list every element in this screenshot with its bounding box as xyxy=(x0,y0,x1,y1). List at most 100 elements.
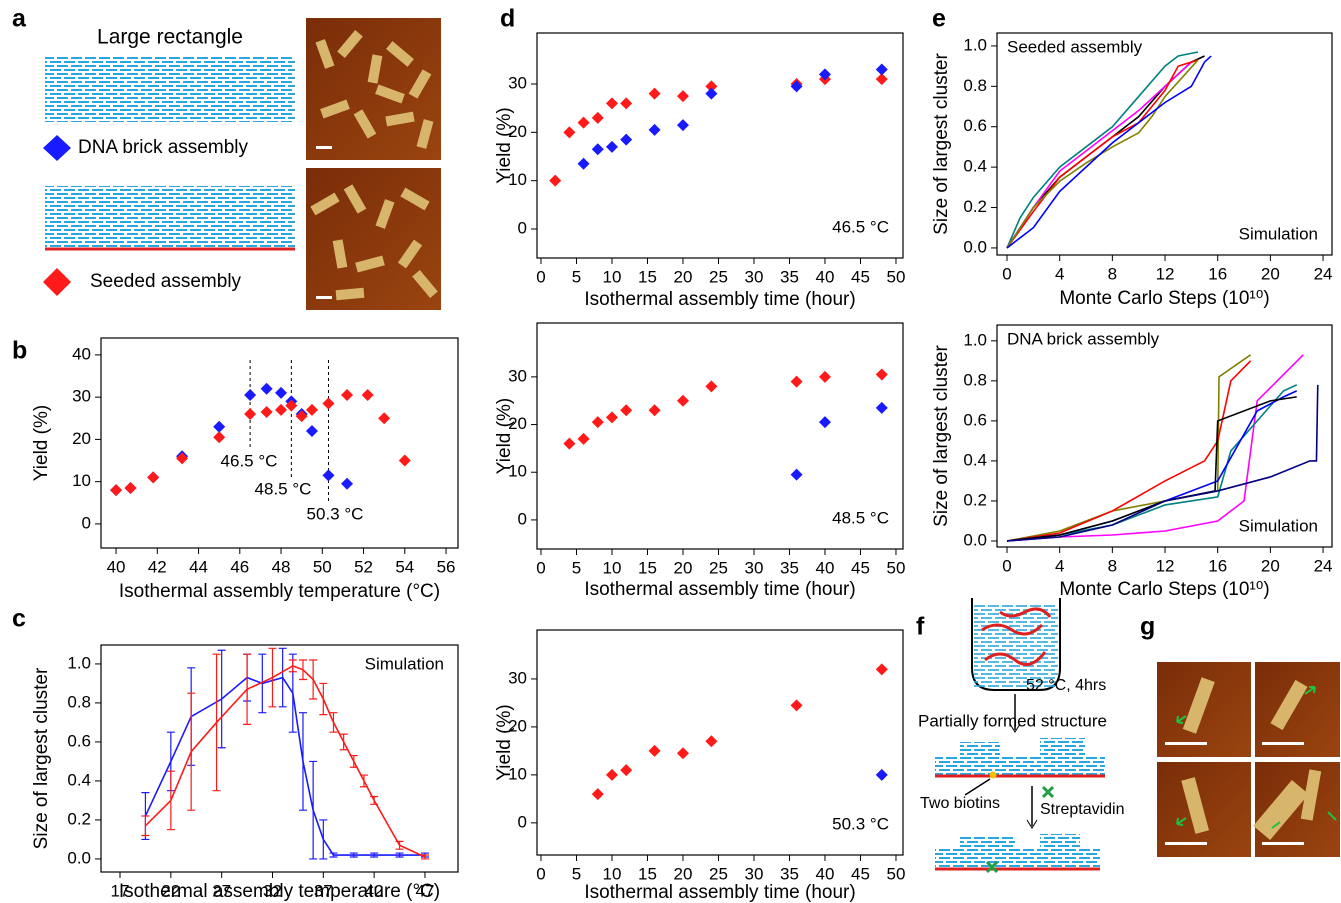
x-tick-label: 40 xyxy=(107,557,126,576)
x-tick-label: 50 xyxy=(313,557,332,576)
x-tick-label: 0 xyxy=(536,558,545,577)
x-tick-label: 20 xyxy=(674,267,693,286)
x-tick-label: 50 xyxy=(887,267,906,286)
y-tick-label: 30 xyxy=(508,668,527,687)
error-bar xyxy=(309,659,318,700)
data-point xyxy=(213,420,226,433)
data-point xyxy=(124,482,137,494)
plot-frame xyxy=(536,629,904,856)
x-tick-label: 8 xyxy=(1108,556,1117,575)
afm-image xyxy=(1157,662,1251,757)
x-tick-label: 40 xyxy=(816,864,835,883)
x-tick-label: 54 xyxy=(395,557,414,576)
y-tick-label: 20 xyxy=(508,716,527,735)
x-tick-label: 25 xyxy=(709,558,728,577)
data-point xyxy=(875,401,888,414)
panel-label: a xyxy=(12,5,27,33)
x-tick-label: 44 xyxy=(189,557,208,576)
data-point xyxy=(591,416,604,429)
data-point xyxy=(341,389,354,402)
error-bar xyxy=(212,653,221,792)
plot-frame xyxy=(536,32,904,259)
error-bar xyxy=(141,815,150,837)
x-tick-label: 48 xyxy=(272,557,291,576)
x-tick-label: 40 xyxy=(816,558,835,577)
error-bar xyxy=(395,852,404,858)
panel-label: d xyxy=(500,5,515,33)
x-tick-label: 5 xyxy=(572,267,581,286)
y-axis-label: Size of largest cluster xyxy=(931,53,952,235)
data-point xyxy=(648,123,661,136)
y-axis-label: Yield (%) xyxy=(494,107,515,183)
data-line xyxy=(1006,61,1192,249)
y-tick-label: 40 xyxy=(72,344,91,363)
data-point xyxy=(790,375,803,388)
data-line xyxy=(1006,360,1252,542)
x-tick-label: 45 xyxy=(851,864,870,883)
panel-label: c xyxy=(12,605,26,633)
y-tick-label: 0.0 xyxy=(963,530,987,549)
brick-structure xyxy=(45,186,295,248)
data-point xyxy=(818,68,831,81)
y-tick-label: 1.0 xyxy=(963,330,987,349)
x-tick-label: 30 xyxy=(745,267,764,286)
step-label: Partially formed structure xyxy=(918,711,1107,730)
data-point xyxy=(591,111,604,124)
data-point xyxy=(591,788,604,801)
data-line xyxy=(144,676,425,856)
x-tick-label: 10 xyxy=(603,864,622,883)
data-point xyxy=(705,380,718,393)
x-tick-label: 46 xyxy=(230,557,249,576)
y-tick-label: 0 xyxy=(518,509,527,528)
x-tick-label: 4 xyxy=(1055,264,1064,283)
chart-note: 48.5 °C xyxy=(832,508,889,527)
y-tick-label: 0.6 xyxy=(67,731,91,750)
y-axis-label: Yield (%) xyxy=(494,398,515,474)
error-bar xyxy=(329,852,338,858)
data-point xyxy=(620,764,633,777)
panel-label: g xyxy=(1140,613,1155,641)
x-axis-label: Isothermal assembly time (hour) xyxy=(584,579,855,600)
data-point xyxy=(295,410,308,423)
data-point xyxy=(875,768,888,781)
y-tick-label: 0 xyxy=(82,513,91,532)
data-point xyxy=(577,157,590,170)
y-tick-label: 10 xyxy=(508,462,527,481)
y-tick-label: 30 xyxy=(72,387,91,406)
data-point xyxy=(818,370,831,383)
data-point xyxy=(260,382,273,395)
chart-title: Seeded assembly xyxy=(1007,37,1143,56)
x-tick-label: 32 xyxy=(263,881,282,900)
y-tick-label: 0.2 xyxy=(963,197,987,216)
data-point xyxy=(285,399,298,412)
annotation: 48.5 °C xyxy=(255,479,312,498)
y-tick-label: 0.2 xyxy=(963,490,987,509)
error-bar xyxy=(349,754,358,768)
data-point xyxy=(176,452,189,465)
y-axis-label: Size of largest cluster xyxy=(31,667,52,849)
data-point xyxy=(818,416,831,429)
pointer xyxy=(964,778,991,796)
error-bar xyxy=(319,819,328,860)
y-tick-label: 0 xyxy=(518,812,527,831)
error-bar xyxy=(359,774,368,788)
error-bar xyxy=(258,653,267,714)
x-tick-label: 20 xyxy=(1261,264,1280,283)
y-tick-label: 0.0 xyxy=(963,237,987,256)
biotin-label: Two biotins xyxy=(920,795,1000,812)
data-point xyxy=(605,97,618,110)
data-point xyxy=(790,699,803,712)
x-axis-label: Isothermal assembly time (hour) xyxy=(584,882,855,903)
x-tick-label: 0 xyxy=(1002,556,1011,575)
error-bar xyxy=(243,653,252,725)
y-tick-label: 0.0 xyxy=(67,848,91,867)
x-tick-label: 17 xyxy=(111,881,130,900)
x-tick-label: 20 xyxy=(674,864,693,883)
streptavidin-label: Streptavidin xyxy=(1040,801,1125,818)
data-point xyxy=(620,404,633,417)
x-tick-label: 12 xyxy=(1156,264,1175,283)
chart-title: DNA brick assembly xyxy=(1007,329,1160,348)
final-structure xyxy=(935,834,1100,868)
error-bar xyxy=(370,852,379,858)
afm-image xyxy=(306,168,441,310)
